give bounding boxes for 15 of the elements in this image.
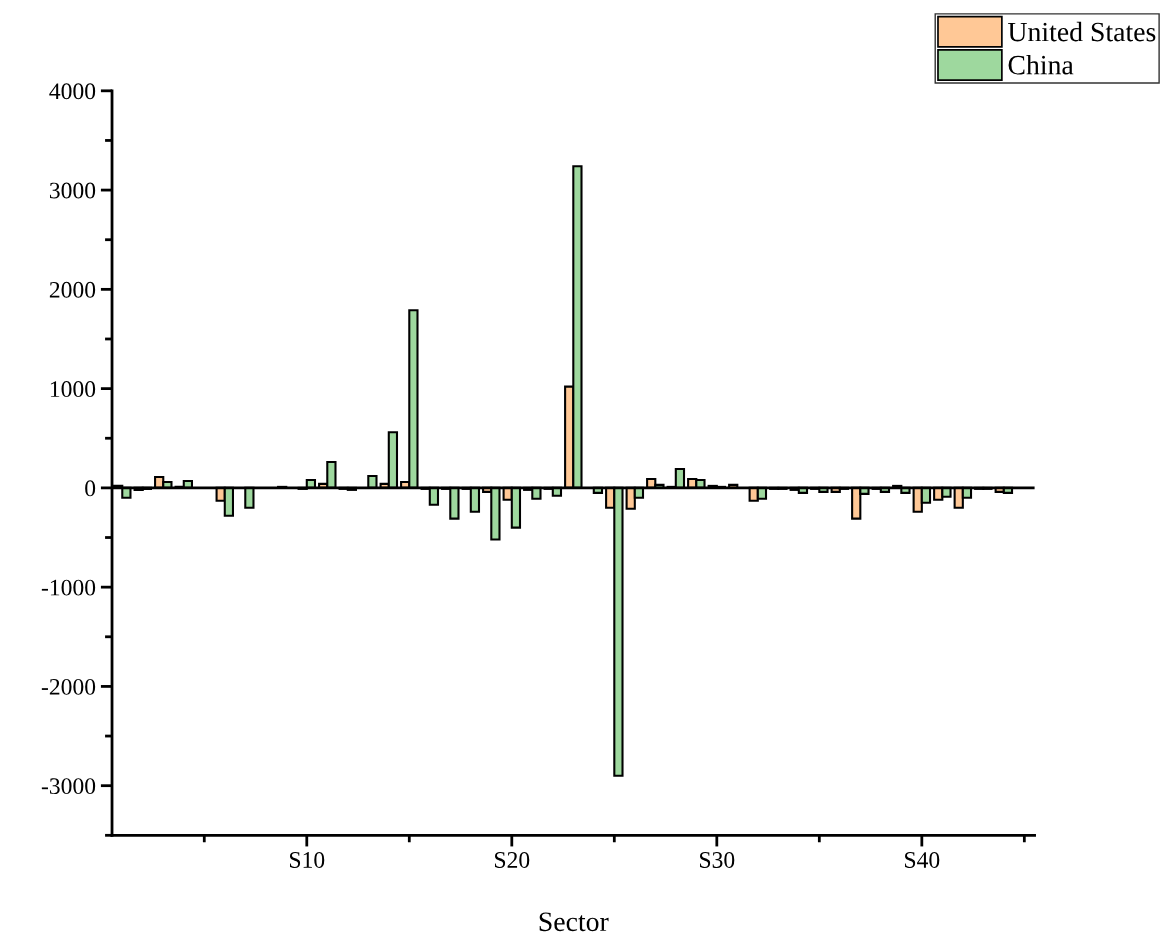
x-tick-label: S30 [700, 851, 735, 868]
y-tick-label: -1000 [41, 579, 96, 596]
y-tick-label: 3000 [49, 182, 96, 199]
x-tick-label: S10 [289, 851, 325, 868]
legend-label: China [1008, 54, 1074, 75]
x-tick-label: S40 [905, 851, 940, 868]
y-tick-label: 2000 [49, 281, 96, 298]
x-tick-label: S20 [495, 851, 530, 868]
y-tick-label: -2000 [41, 678, 96, 695]
y-tick-label: 4000 [49, 83, 96, 100]
x-axis-title: Sector [539, 912, 609, 932]
legend-label: United States [1008, 21, 1156, 42]
y-tick-label: 1000 [50, 381, 96, 398]
y-tick-label: -3000 [41, 778, 96, 795]
y-tick-label: 0 [85, 480, 96, 497]
